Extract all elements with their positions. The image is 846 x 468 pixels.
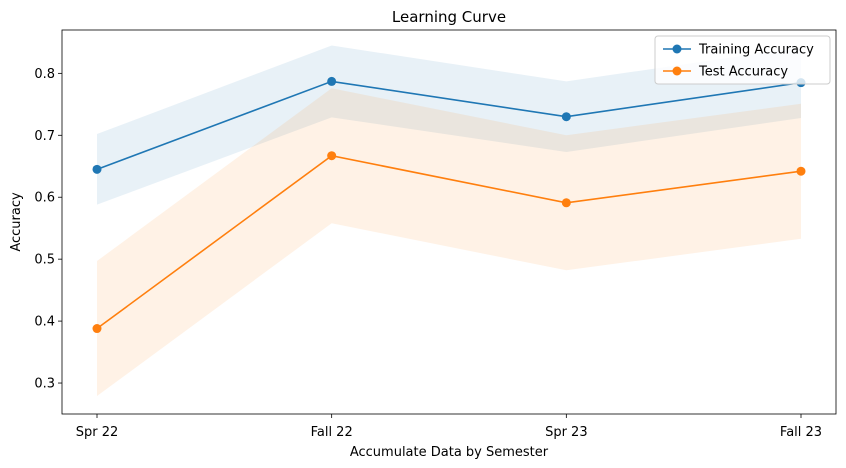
y-tick-label: 0.3 <box>34 377 55 392</box>
series-points <box>92 76 806 334</box>
data-point-1-0 <box>92 324 102 334</box>
legend-box <box>654 35 831 85</box>
data-point-0-0 <box>92 164 102 174</box>
x-tick-label: Spr 23 <box>545 425 588 440</box>
y-tick-label: 0.6 <box>34 191 55 206</box>
confidence-bands <box>97 45 801 397</box>
x-axis: Spr 22 Fall 22 Spr 23 Fall 23 <box>76 414 822 440</box>
legend-label-1: Test Accuracy <box>698 65 788 80</box>
legend-marker-1 <box>672 66 682 76</box>
legend: Training Accuracy Test Accuracy <box>654 35 831 85</box>
y-tick-label: 0.4 <box>34 315 55 330</box>
confidence-band-0 <box>97 45 801 205</box>
data-point-1-1 <box>327 151 337 161</box>
series-line-1 <box>96 154 802 330</box>
series-lines <box>96 80 802 330</box>
data-point-0-1 <box>327 76 337 86</box>
series-line-0 <box>96 80 802 171</box>
y-tick-label: 0.5 <box>34 253 55 268</box>
legend-marker-0 <box>672 44 682 54</box>
x-tick-label: Fall 22 <box>311 425 353 440</box>
x-tick-label: Fall 23 <box>780 425 822 440</box>
legend-label-0: Training Accuracy <box>698 43 814 58</box>
y-axis-title: Accuracy <box>9 192 24 252</box>
data-point-0-2 <box>561 112 571 122</box>
y-tick-label: 0.7 <box>34 129 55 144</box>
chart-title: Learning Curve <box>392 8 506 26</box>
plot-area-frame <box>61 29 837 415</box>
data-point-1-2 <box>561 198 571 208</box>
y-axis: 0.3 0.4 0.5 0.6 0.7 0.8 <box>34 67 62 392</box>
x-tick-label: Spr 22 <box>76 425 119 440</box>
x-axis-title: Accumulate Data by Semester <box>350 445 549 460</box>
data-point-1-3 <box>796 166 806 176</box>
y-tick-label: 0.8 <box>34 67 55 82</box>
confidence-band-1 <box>97 88 801 397</box>
